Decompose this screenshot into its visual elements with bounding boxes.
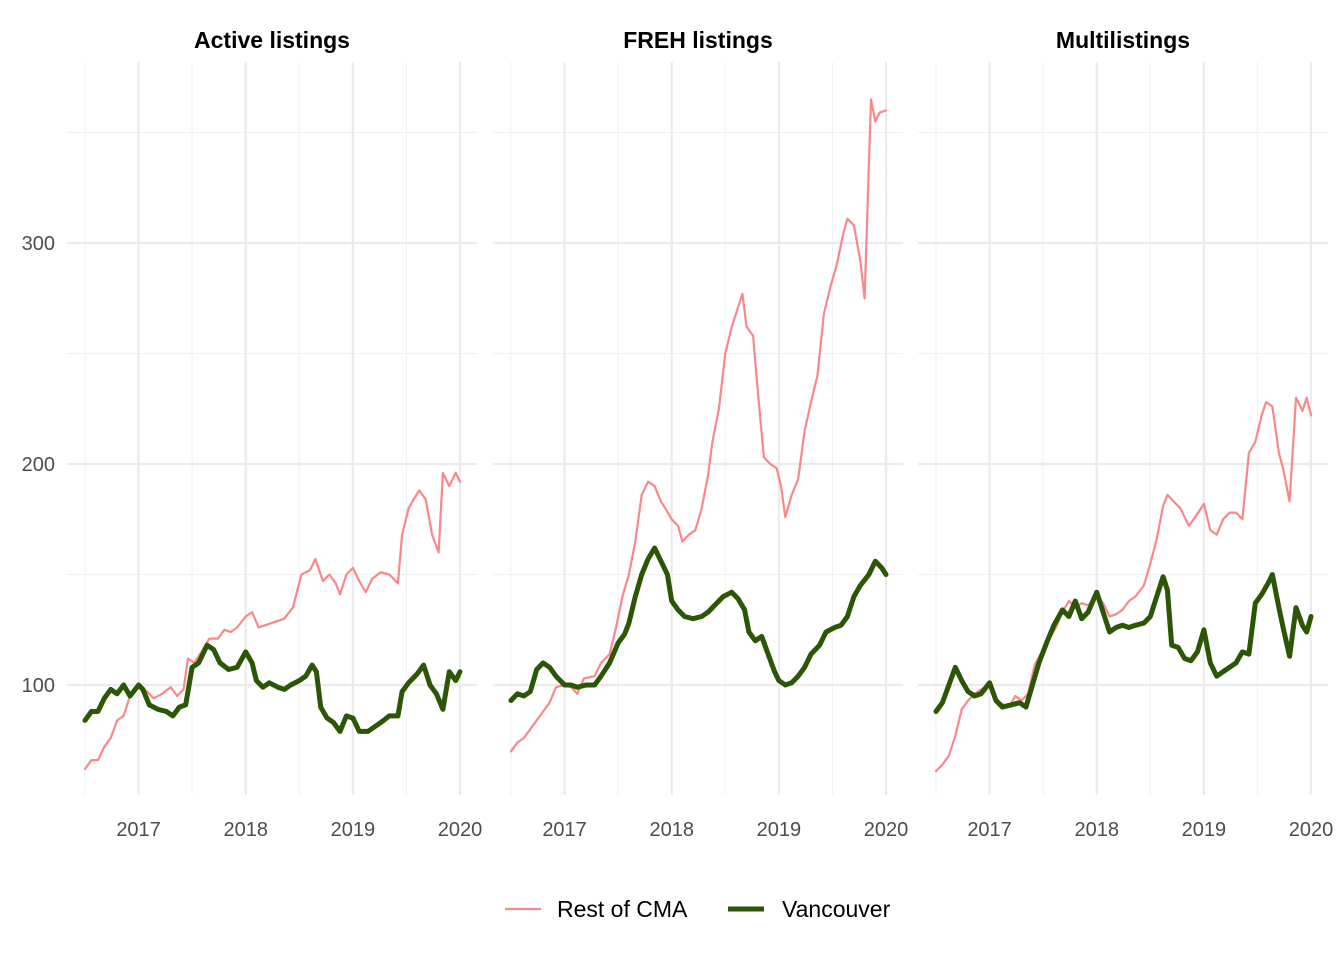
x-tick-label: 2019 xyxy=(331,819,376,841)
y-tick-label: 100 xyxy=(22,675,55,697)
series-line-rest-of-cma xyxy=(83,471,462,771)
x-tick-label: 2017 xyxy=(116,819,161,841)
x-tick-label: 2019 xyxy=(757,819,802,841)
legend-label-rest-of-cma: Rest of CMA xyxy=(557,896,688,922)
panel-freh-listings: 2017 2018 2019 2020 FREH listings xyxy=(493,27,908,841)
series-line-rest-of-cma xyxy=(509,98,888,753)
x-tick-label: 2020 xyxy=(1289,819,1334,841)
panel-multilistings: 2017 2018 2019 2020 Multilistings xyxy=(918,27,1333,841)
y-tick-label: 300 xyxy=(22,233,55,255)
panel-title: Multilistings xyxy=(1056,27,1190,53)
legend: Rest of CMA Vancouver xyxy=(505,896,891,922)
panel-title: FREH listings xyxy=(623,27,773,53)
x-tick-label: 2020 xyxy=(438,819,483,841)
x-tick-label: 2020 xyxy=(864,819,909,841)
panel-active-listings: 2017 2018 2019 2020 Active listings xyxy=(67,27,482,841)
legend-label-vancouver: Vancouver xyxy=(782,896,891,922)
x-tick-label: 2019 xyxy=(1182,819,1227,841)
panel-title: Active listings xyxy=(194,27,350,53)
x-tick-label: 2018 xyxy=(223,819,268,841)
x-tick-label: 2017 xyxy=(542,819,587,841)
series-line-vancouver xyxy=(508,545,889,703)
series-line-vancouver xyxy=(82,642,463,734)
x-tick-label: 2018 xyxy=(649,819,694,841)
series-line-rest-of-cma xyxy=(934,396,1313,773)
x-tick-label: 2018 xyxy=(1074,819,1119,841)
y-tick-label: 200 xyxy=(22,454,55,476)
series-line-vancouver xyxy=(933,572,1314,714)
x-tick-label: 2017 xyxy=(967,819,1012,841)
